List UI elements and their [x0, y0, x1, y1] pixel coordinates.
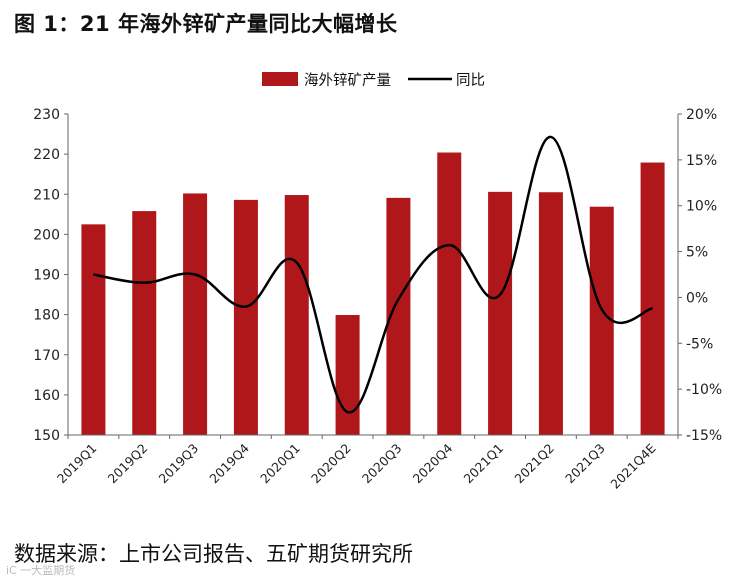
- x-tick-label: 2019Q2: [105, 441, 151, 487]
- source-note: 数据来源：上市公司报告、五矿期货研究所: [14, 542, 413, 566]
- line-series: [93, 135, 653, 414]
- left-tick-label: 200: [33, 227, 60, 243]
- chart: 海外锌矿产量 同比 150 160 170 180 190 200 210 220 230 -15%…: [33, 72, 722, 492]
- x-tick-label: 2020Q4: [410, 440, 456, 486]
- bar: [233, 199, 258, 435]
- x-tick-label: 2021Q2: [511, 441, 557, 487]
- bar: [335, 315, 360, 435]
- axes: [64, 113, 682, 439]
- watermark: iC 一大监期货: [6, 564, 76, 577]
- x-tick-label: 2019Q1: [54, 441, 100, 487]
- bar: [488, 191, 513, 435]
- x-tick-label: 2021Q1: [461, 441, 507, 487]
- right-tick-label: -15%: [686, 428, 722, 444]
- bar: [81, 224, 106, 435]
- left-tick-label: 210: [33, 187, 60, 203]
- yoy-line: [93, 135, 653, 414]
- right-tick-label: -10%: [686, 382, 722, 398]
- right-tick-label: 10%: [686, 199, 717, 215]
- left-tick-label: 160: [33, 388, 60, 404]
- legend-bar-label: 海外锌矿产量: [304, 72, 391, 89]
- x-tick-label: 2019Q4: [206, 440, 252, 486]
- bar: [132, 211, 157, 435]
- right-tick-label: -5%: [686, 336, 713, 352]
- right-tick-label: 5%: [686, 245, 708, 261]
- legend-bar-swatch: [262, 72, 298, 86]
- x-tick-label: 2020Q3: [359, 441, 405, 487]
- bar: [589, 206, 614, 435]
- left-tick-label: 220: [33, 147, 60, 163]
- legend-line-label: 同比: [456, 72, 485, 89]
- x-tick-label: 2020Q2: [308, 441, 354, 487]
- figure-title: 图 1：21 年海外锌矿产量同比大幅增长: [14, 12, 398, 36]
- left-tick-label: 190: [33, 268, 60, 284]
- right-tick-label: 15%: [686, 153, 717, 169]
- left-tick-label: 150: [33, 428, 60, 444]
- left-tick-label: 170: [33, 348, 60, 364]
- bar: [284, 195, 309, 435]
- x-tick-label: 2021Q4E: [607, 440, 658, 491]
- left-tick-label: 230: [33, 107, 60, 123]
- x-tick-label: 2019Q3: [156, 441, 202, 487]
- x-tick-label: 2021Q3: [562, 441, 608, 487]
- bar: [437, 152, 462, 435]
- bar: [183, 193, 208, 435]
- left-tick-label: 180: [33, 308, 60, 324]
- legend: 海外锌矿产量 同比: [262, 72, 485, 89]
- bar: [640, 162, 665, 435]
- right-tick-label: 0%: [686, 290, 708, 306]
- bar-series: [81, 152, 665, 435]
- right-tick-label: 20%: [686, 107, 717, 123]
- bar: [538, 192, 563, 435]
- x-tick-label: 2020Q1: [257, 441, 303, 487]
